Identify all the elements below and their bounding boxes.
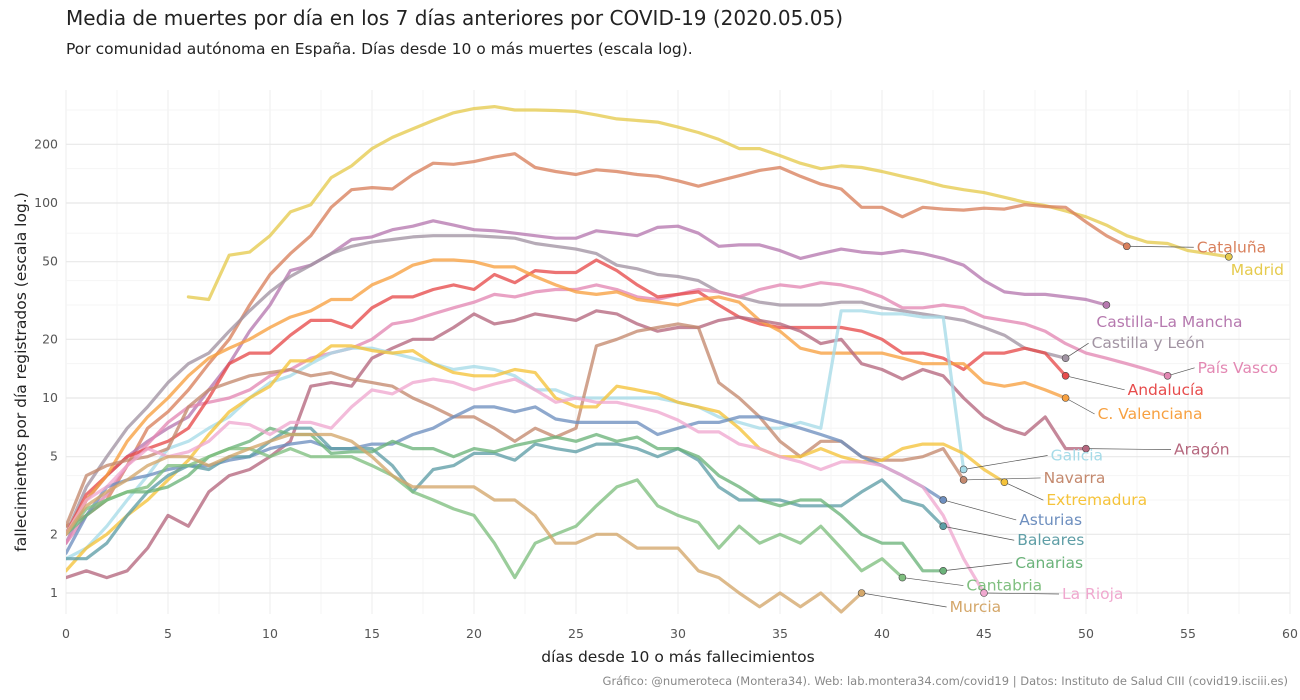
label-leader (943, 525, 1015, 541)
series-label: Asturias (1019, 511, 1082, 529)
y-tick-label: 10 (42, 390, 58, 405)
series-end-point (857, 589, 866, 597)
y-tick-label: 5 (50, 449, 58, 464)
x-tick-label: 40 (874, 626, 890, 641)
y-axis-title: fallecimientos por día registrados (esca… (12, 192, 30, 552)
y-tick-label: 50 (42, 254, 58, 269)
x-tick-label: 0 (62, 626, 70, 641)
x-tick-label: 10 (262, 626, 278, 641)
series-line (66, 322, 966, 528)
label-leader (1065, 375, 1125, 391)
series-end-point (959, 465, 968, 474)
series-line (66, 309, 966, 561)
x-tick-label: 35 (772, 626, 788, 641)
series-line (66, 219, 1108, 545)
series-line (66, 344, 1006, 573)
label-leader (963, 477, 1041, 481)
label-leader (983, 592, 1060, 595)
series-end-point (939, 566, 948, 575)
label-leader (1085, 448, 1172, 450)
series-line (66, 377, 986, 595)
series-label: La Rioja (1062, 585, 1123, 603)
series-labels: Madrid Cataluña Castilla-La Mancha Castilla… (857, 238, 1284, 616)
y-tick-label: 2 (50, 526, 58, 541)
series-end-point (898, 573, 907, 582)
series-end-point (1061, 371, 1070, 380)
label-leader (1126, 245, 1194, 248)
x-tick-label: 55 (1180, 626, 1196, 641)
y-tick-label: 200 (34, 136, 58, 151)
label-leader (902, 577, 964, 586)
series-line (66, 309, 1088, 580)
series-end-point (980, 589, 988, 597)
label-leader (1065, 342, 1089, 359)
series-end-point (1000, 478, 1009, 487)
series-label: Cataluña (1197, 238, 1266, 256)
series-end-point (1123, 242, 1131, 251)
series-end-point (939, 522, 948, 531)
series-label: Canarias (1015, 554, 1083, 572)
series-group (66, 105, 1231, 614)
chart-subtitle: Por comunidad autónoma en España. Días d… (66, 40, 693, 58)
x-tick-label: 5 (164, 626, 172, 641)
x-tick-label: 60 (1282, 626, 1298, 641)
series-end-point (1082, 444, 1090, 453)
series-label: Cantabria (966, 577, 1042, 595)
chart-caption: Gráfico: @numeroteca (Montera34). Web: l… (602, 674, 1288, 688)
label-leader (943, 499, 1017, 521)
y-tick-label: 100 (34, 195, 58, 210)
label-leader (1004, 481, 1044, 501)
x-tick-label: 25 (568, 626, 584, 641)
x-tick-label: 45 (976, 626, 992, 641)
series-end-point (1163, 371, 1172, 380)
x-tick-label: 15 (364, 626, 380, 641)
series-line (66, 152, 1129, 528)
series-end-point (1061, 354, 1070, 362)
series-label: Castilla y León (1092, 334, 1205, 352)
series-label: Murcia (950, 598, 1002, 616)
label-leader (943, 562, 1013, 572)
series-label: Madrid (1231, 261, 1284, 279)
series-label: Baleares (1017, 531, 1084, 549)
series-label: Galicia (1051, 446, 1103, 464)
series-label: Castilla-La Mancha (1096, 313, 1242, 331)
label-leader (963, 455, 1048, 470)
series-line (66, 258, 1068, 536)
series-label: Aragón (1174, 441, 1230, 459)
series-label: País Vasco (1198, 359, 1278, 377)
series-line (66, 405, 945, 555)
x-tick-label: 30 (670, 626, 686, 641)
series-line (66, 234, 1068, 536)
series-label: Extremadura (1046, 491, 1147, 509)
series-end-point (1102, 301, 1111, 309)
series-line (66, 447, 904, 580)
series-end-point (939, 496, 948, 504)
series-label: Andalucía (1128, 381, 1204, 399)
y-tick-label: 20 (42, 331, 58, 346)
series-end-point (1061, 394, 1070, 402)
label-leader (1167, 367, 1195, 377)
series-line (66, 426, 945, 561)
series-label: C. Valenciana (1098, 405, 1203, 423)
series-label: Navarra (1044, 469, 1106, 487)
series-line (66, 258, 1068, 536)
label-leader (1065, 397, 1095, 415)
series-line (66, 281, 1170, 545)
x-tick-label: 50 (1078, 626, 1094, 641)
series-end-point (1225, 252, 1233, 261)
x-axis-title: días desde 10 o más fallecimientos (541, 648, 814, 666)
chart-title: Media de muertes por día en los 7 días a… (66, 6, 843, 30)
series-end-point (959, 476, 968, 484)
label-leader (861, 592, 947, 608)
y-tick-label: 1 (50, 585, 58, 600)
series-line (66, 432, 864, 614)
x-tick-label: 20 (466, 626, 482, 641)
